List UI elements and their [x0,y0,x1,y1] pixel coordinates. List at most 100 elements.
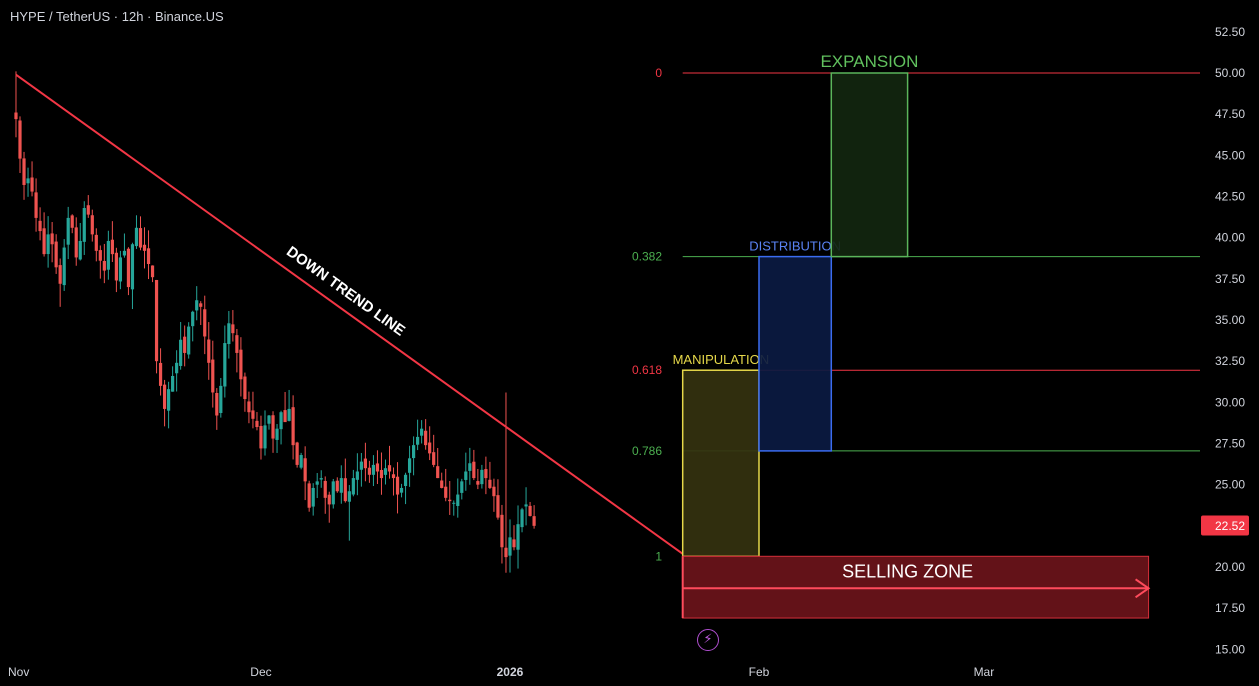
candle [512,525,516,551]
candle [331,478,335,509]
candle [283,391,287,423]
candle [102,243,106,284]
phase-manipulation[interactable]: MANIPULATION [673,352,770,558]
candle [520,507,524,533]
candle [391,467,396,496]
candle [428,426,432,461]
candle [367,460,372,483]
candle [167,381,171,429]
candle [38,207,42,241]
candle [134,215,139,249]
candle [146,230,151,280]
x-axis[interactable]: Nov Dec 2026 Feb Mar [8,665,994,679]
x-tick-label: Dec [250,665,271,679]
candle [179,321,183,370]
candle [14,71,18,138]
fib-label: 0.382 [632,250,662,264]
candle [203,295,207,355]
symbol-title[interactable]: HYPE / TetherUS · 12h · Binance.US [10,9,224,24]
candle [379,452,384,495]
candle [448,481,452,515]
candle [207,322,211,380]
candle [247,391,251,424]
y-tick-label: 25.00 [1215,478,1245,492]
candle [30,161,34,197]
phase-distribution[interactable]: DISTRIBUTION [749,239,841,452]
fib-label: 0.618 [632,363,662,377]
phase-label: DISTRIBUTION [749,239,841,254]
candle [46,216,50,268]
last-price-layer: 22.52 [1201,515,1249,536]
candle [279,410,283,445]
candle [299,452,303,470]
y-axis[interactable]: 52.50 50.00 47.50 45.00 42.50 40.00 37.50 35.00… [1215,25,1245,657]
candle [472,449,476,481]
candle [416,419,420,451]
candle [243,372,247,412]
down-trend-line[interactable] [15,73,684,555]
last-price-badge[interactable]: 22.52 [1201,515,1249,536]
phase-expansion[interactable]: EXPANSION [820,52,918,258]
candle [70,214,74,234]
candle [162,379,167,427]
candle [307,480,311,512]
candle [476,468,480,490]
candle [351,469,355,497]
candle [327,491,331,523]
candle [432,434,436,468]
candle [191,310,195,342]
x-tick-label: 2026 [497,665,524,679]
candle [440,472,444,489]
y-tick-label: 15.00 [1215,642,1245,656]
candle [371,455,376,487]
candle [86,195,90,218]
candle [287,389,291,422]
candle [255,412,259,431]
candle [122,233,127,258]
candle [231,310,235,342]
candle [424,419,428,450]
candle [195,286,199,321]
candle [223,325,227,398]
lightning-icon[interactable]: ⚡ [697,629,719,651]
candle [66,206,70,260]
candle [291,395,295,460]
candle [339,465,343,504]
candle [215,388,219,430]
selling-zone[interactable]: SELLING ZONE [681,555,1151,619]
candle [22,151,26,200]
candle [235,328,239,373]
last-price-value: 22.52 [1215,519,1245,533]
arrow-head-icon [1135,578,1151,599]
candle [130,242,135,310]
trendline-layer: DOWN TREND LINE [15,73,684,555]
candle [62,239,66,291]
y-tick-label: 52.50 [1215,25,1245,39]
candle [480,464,484,489]
candles-layer [14,71,536,573]
candle [114,247,118,293]
candle [259,415,263,460]
candle [359,452,363,487]
candle [42,212,46,257]
candle [528,501,532,517]
y-tick-label: 40.00 [1215,231,1245,245]
y-tick-label: 42.50 [1215,190,1245,204]
candle [126,247,131,296]
candle [183,325,187,367]
candle [387,445,392,479]
candle [488,461,492,490]
candle [311,483,315,516]
candle [347,485,351,541]
candle [407,445,412,487]
candle [199,301,203,325]
candle [399,483,404,498]
candle [295,441,299,468]
candle [78,222,82,261]
candle [375,450,380,484]
candle [468,447,472,485]
candle [54,234,58,274]
phase-label: EXPANSION [820,52,918,71]
